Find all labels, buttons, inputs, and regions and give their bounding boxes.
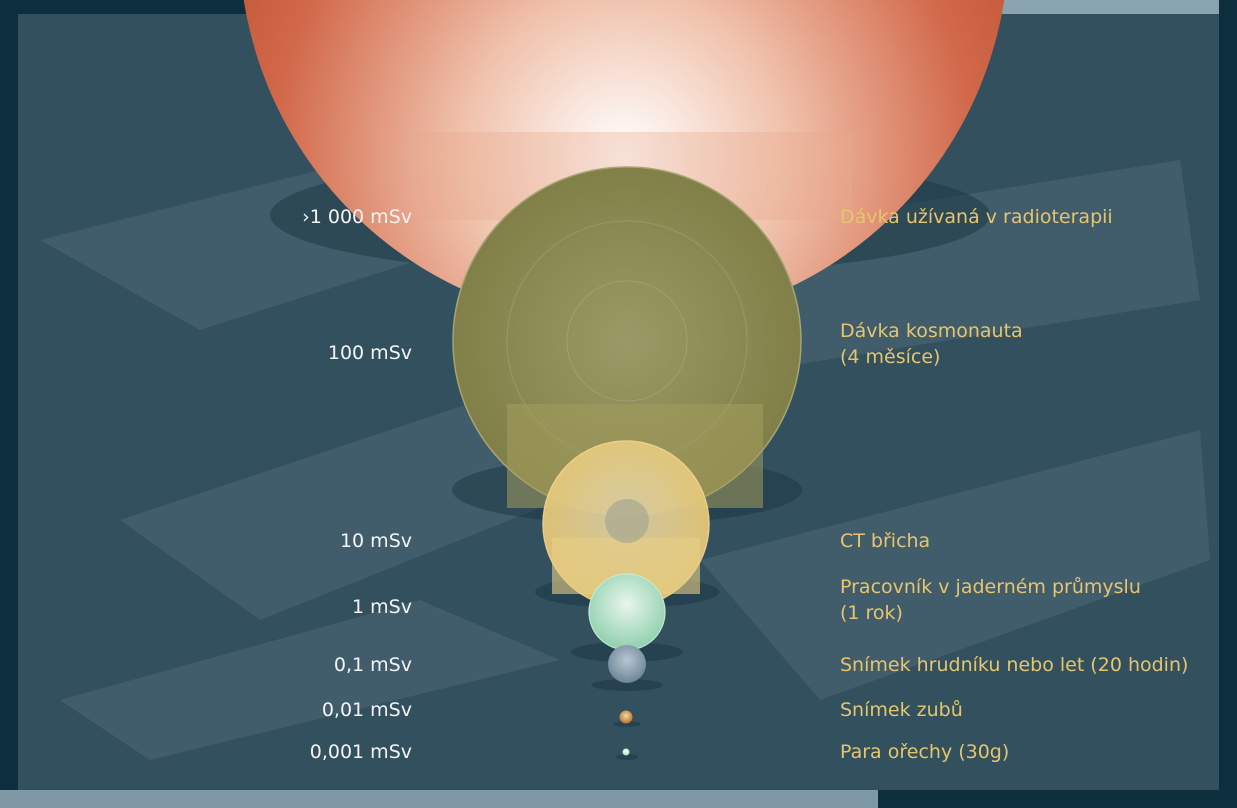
description-brazil-nuts: Para ořechy (30g) — [840, 739, 1009, 765]
chest-xray-circle — [608, 645, 646, 683]
value-label-ct: 10 mSv — [339, 530, 412, 552]
description-nuclear-worker: Pracovník v jaderném průmyslu (1 rok) — [840, 574, 1141, 626]
dental-circle — [619, 710, 633, 724]
brazil-nuts-circle — [622, 748, 630, 756]
value-label-dental: 0,01 mSv — [321, 699, 412, 721]
description-line: Snímek zubů — [840, 699, 963, 721]
value-label-chest-xray: 0,1 mSv — [333, 654, 412, 676]
description-line: (1 rok) — [840, 602, 903, 624]
frame-bottom-dark — [878, 790, 1237, 808]
description-line: Para ořechy (30g) — [840, 741, 1010, 763]
frame-bottom-light — [0, 790, 878, 808]
frame-top-left-dark — [0, 0, 312, 14]
nuclear-worker-circle — [588, 573, 666, 651]
description-dental: Snímek zubů — [840, 697, 963, 723]
value-label-brazil-nuts: 0,001 mSv — [309, 741, 412, 763]
description-line: CT břicha — [840, 530, 931, 552]
value-label-radiotherapy: ›1 000 mSv — [302, 206, 412, 228]
description-line: Pracovník v jaderném průmyslu — [840, 576, 1141, 598]
description-line: Dávka kosmonauta — [840, 320, 1023, 342]
frame-right-dark — [1219, 0, 1237, 808]
description-line: (4 měsíce) — [840, 346, 941, 368]
value-label-nuclear-worker: 1 mSv — [352, 596, 412, 618]
description-ct: CT břicha — [840, 528, 930, 554]
value-label-cosmonaut: 100 mSv — [327, 342, 412, 364]
description-chest-xray: Snímek hrudníku nebo let (20 hodin) — [840, 652, 1188, 678]
description-cosmonaut: Dávka kosmonauta (4 měsíce) — [840, 318, 1023, 370]
frame-left-dark — [0, 0, 18, 808]
description-line: Dávka užívaná v radioterapii — [840, 206, 1113, 228]
description-radiotherapy: Dávka užívaná v radioterapii — [840, 204, 1113, 230]
description-line: Snímek hrudníku nebo let (20 hodin) — [840, 654, 1189, 676]
